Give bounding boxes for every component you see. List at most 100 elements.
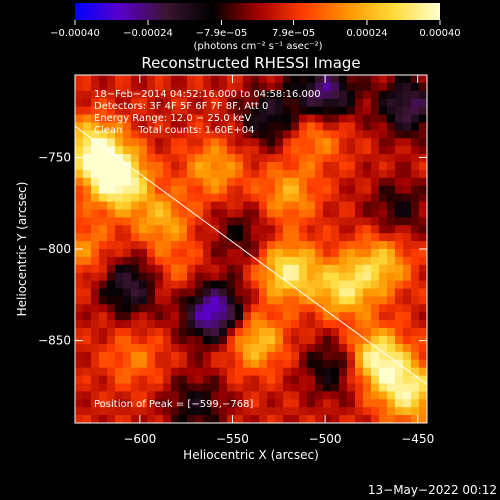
heatmap-cell [275, 359, 284, 369]
heatmap-cell [123, 193, 132, 203]
heatmap-cell [99, 272, 108, 282]
heatmap-cell [75, 312, 84, 321]
heatmap-cell [395, 130, 404, 139]
heatmap-cell [403, 98, 412, 108]
heatmap-cell [419, 399, 427, 408]
heatmap-cell [163, 75, 172, 84]
heatmap-cell [155, 367, 164, 377]
heatmap-cell [299, 359, 308, 369]
heatmap-cell [275, 328, 284, 337]
heatmap-cell [411, 106, 420, 116]
heatmap-cell [259, 367, 268, 377]
heatmap-cell [307, 312, 316, 321]
heatmap-cell [235, 320, 244, 329]
heatmap-cell [331, 130, 340, 139]
heatmap-cell [411, 391, 420, 400]
heatmap-cell [203, 399, 212, 408]
heatmap-cell [203, 177, 212, 187]
heatmap-cell [171, 272, 180, 282]
heatmap-cell [75, 233, 84, 242]
heatmap-cell [219, 201, 228, 211]
heatmap-cell [211, 367, 220, 377]
heatmap-cell [331, 209, 340, 218]
heatmap-cell [195, 233, 204, 242]
heatmap-cell [115, 138, 124, 147]
heatmap-cell [403, 320, 412, 329]
heatmap-cell [267, 201, 276, 211]
heatmap-cell [171, 98, 180, 108]
heatmap-cell [219, 288, 228, 298]
heatmap-cell [299, 193, 308, 203]
heatmap-cell [267, 225, 276, 234]
heatmap-cell [155, 288, 164, 298]
heatmap-cell [251, 162, 260, 171]
heatmap-cell [371, 177, 380, 187]
heatmap-cell [179, 82, 188, 92]
heatmap-cell [291, 193, 300, 203]
heatmap-cell [315, 146, 324, 155]
heatmap-cell [139, 82, 148, 92]
heatmap-cell [379, 122, 388, 131]
heatmap-cell [99, 296, 108, 305]
heatmap-cell [339, 233, 348, 242]
heatmap-cell [91, 185, 100, 195]
heatmap-cell [411, 399, 420, 408]
heatmap-cell [171, 367, 180, 377]
heatmap-cell [163, 185, 172, 195]
heatmap-cell [355, 90, 364, 100]
heatmap-cell [107, 185, 116, 195]
heatmap-cell [147, 296, 156, 305]
heatmap-cell [379, 225, 388, 234]
heatmap-cell [203, 296, 212, 305]
heatmap-cell [123, 98, 132, 108]
heatmap-cell [163, 280, 172, 290]
heatmap-cell [323, 122, 332, 131]
heatmap-cell [131, 391, 140, 400]
heatmap-cell [171, 375, 180, 385]
heatmap-cell [99, 407, 108, 416]
heatmap-cell [179, 217, 188, 226]
heatmap-cell [195, 343, 204, 353]
heatmap-cell [331, 106, 340, 116]
heatmap-cell [387, 367, 396, 377]
heatmap-cell [91, 312, 100, 321]
footer-timestamp: 13−May−2022 00:12 [368, 483, 497, 497]
heatmap-cell [107, 343, 116, 353]
heatmap-cell [331, 399, 340, 408]
heatmap-cell [203, 312, 212, 321]
heatmap-cell [323, 367, 332, 377]
heatmap-cell [139, 138, 148, 147]
heatmap-cell [267, 114, 276, 124]
heatmap-cell [107, 114, 116, 124]
heatmap-cell [299, 312, 308, 321]
heatmap-cell [379, 201, 388, 211]
heatmap-cell [99, 336, 108, 345]
heatmap-cell [371, 169, 380, 179]
heatmap-cell [163, 391, 172, 400]
heatmap-cell [387, 122, 396, 131]
heatmap-cell [339, 90, 348, 100]
heatmap-cell [155, 185, 164, 195]
heatmap-cell [179, 98, 188, 108]
heatmap-cell [251, 90, 260, 100]
heatmap-cell [75, 225, 84, 234]
heatmap-cell [267, 264, 276, 274]
heatmap-cell [379, 296, 388, 305]
heatmap-cell [187, 367, 196, 377]
heatmap-cell [283, 296, 292, 305]
heatmap-cell [195, 312, 204, 321]
heatmap-cell [219, 256, 228, 266]
heatmap-cell [323, 75, 332, 84]
heatmap-cell [91, 162, 100, 171]
heatmap-cell [371, 201, 380, 211]
heatmap-cell [243, 225, 252, 234]
heatmap-cell [395, 225, 404, 234]
heatmap-cell [139, 217, 148, 226]
heatmap-cell [387, 336, 396, 345]
heatmap-cell [299, 146, 308, 155]
heatmap-cell [75, 328, 84, 337]
heatmap-cell [339, 272, 348, 282]
heatmap-cell [395, 336, 404, 345]
heatmap-cell [107, 375, 116, 385]
heatmap-cell [275, 185, 284, 195]
